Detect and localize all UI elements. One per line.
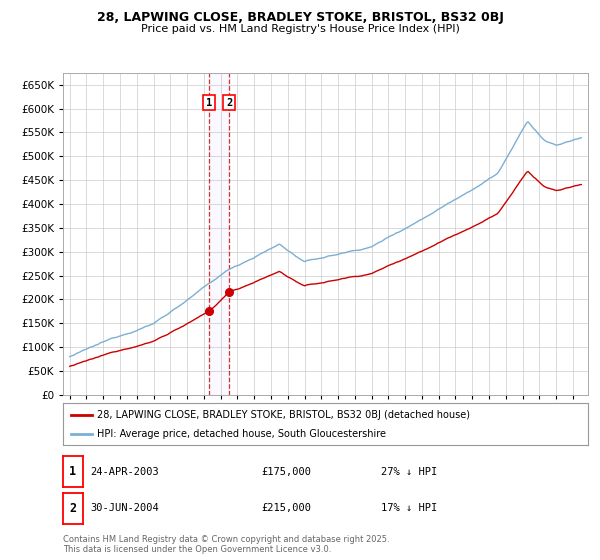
Text: HPI: Average price, detached house, South Gloucestershire: HPI: Average price, detached house, Sout… [97,429,386,439]
Text: 30-JUN-2004: 30-JUN-2004 [90,503,159,513]
Text: 28, LAPWING CLOSE, BRADLEY STOKE, BRISTOL, BS32 0BJ (detached house): 28, LAPWING CLOSE, BRADLEY STOKE, BRISTO… [97,409,470,419]
Text: Contains HM Land Registry data © Crown copyright and database right 2025.
This d: Contains HM Land Registry data © Crown c… [63,535,389,554]
Text: Price paid vs. HM Land Registry's House Price Index (HPI): Price paid vs. HM Land Registry's House … [140,24,460,34]
Bar [209,73,229,395]
Text: 2: 2 [226,98,232,108]
Text: 1: 1 [70,465,76,478]
Text: £215,000: £215,000 [261,503,311,513]
Text: 2: 2 [70,502,76,515]
Text: 1: 1 [206,98,212,108]
Text: 24-APR-2003: 24-APR-2003 [90,467,159,477]
Text: £175,000: £175,000 [261,467,311,477]
Text: 28, LAPWING CLOSE, BRADLEY STOKE, BRISTOL, BS32 0BJ: 28, LAPWING CLOSE, BRADLEY STOKE, BRISTO… [97,11,503,24]
Text: 17% ↓ HPI: 17% ↓ HPI [381,503,437,513]
Text: 27% ↓ HPI: 27% ↓ HPI [381,467,437,477]
